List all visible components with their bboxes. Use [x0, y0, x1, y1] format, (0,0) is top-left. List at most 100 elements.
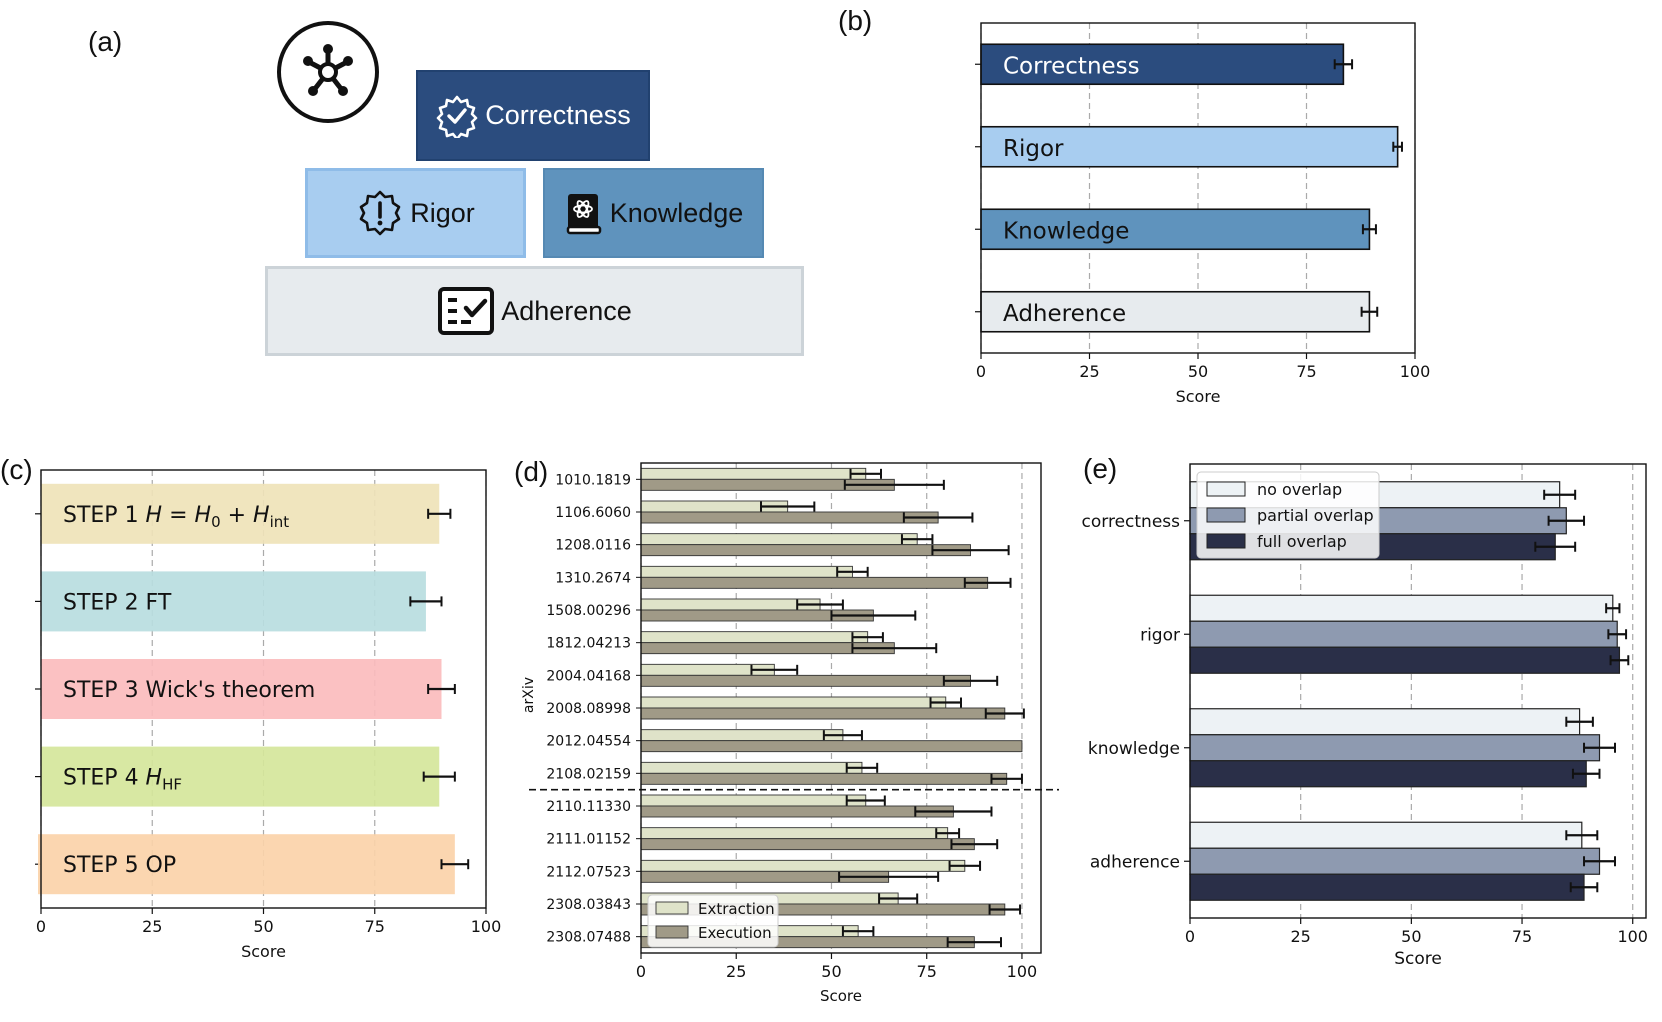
chart-d-legend-label-1: Execution: [698, 924, 772, 942]
chart-c-axes: [40, 469, 487, 909]
chart-c-xtick-label-1: 25: [142, 917, 162, 936]
chart-c-math-subHF: HF: [162, 776, 182, 794]
chart-d-errorbar-1-1: [902, 512, 974, 523]
chart-d-bar-0-5: [640, 631, 869, 644]
chart-d-bar-1-8: [640, 740, 1023, 753]
chart-d-errorbar-0-6: [750, 664, 799, 675]
chart-d-bar-1-6: [640, 674, 971, 687]
chart-e-errorbar-1-0: [1547, 515, 1586, 526]
chart-e-errorbar-2-2: [1571, 768, 1601, 779]
chart-d-ytick-label-3: 1310.2674: [555, 570, 631, 586]
chart-c-bar-label-1: STEP 2 FT: [63, 590, 172, 615]
chart-c-errorbar-2: [427, 684, 456, 694]
chart-e-xtick-label-3: 75: [1512, 927, 1532, 946]
chart-c-math-Hint: H: [253, 503, 270, 528]
chart-b-xlabel: Score: [1176, 387, 1221, 406]
chart-d-errorbar-0-8: [822, 730, 863, 741]
chart-b-errorbar-3: [1360, 306, 1379, 317]
chart-d-xtick-label-3: 75: [917, 962, 937, 981]
chart-e-bar-2-2: [1189, 760, 1587, 788]
pyramid-rigor-label: Rigor: [410, 197, 475, 228]
chart-d-legend-swatch-0: [655, 901, 689, 915]
chart-d-errorbar-1-13: [988, 904, 1022, 915]
pyramid-adherence-label: Adherence: [501, 295, 632, 326]
pyramid-knowledge-label: Knowledge: [609, 197, 744, 228]
chart-d-ytick-label-11: 2111.01152: [546, 832, 631, 848]
chart-c-math-plus: +: [221, 503, 253, 528]
chart-d-ytick-label-13: 2308.03843: [546, 897, 631, 913]
chart-c-errorbar-0: [427, 508, 452, 519]
chart-b-xtick-label-1: 25: [1079, 362, 1099, 381]
chart-d-ytick-label-4: 1508.00296: [546, 603, 631, 619]
chart-d-errorbar-0-10: [845, 795, 886, 806]
panel-label-a: (a): [88, 26, 123, 57]
pyramid-rigor-block: Rigor: [305, 168, 526, 258]
chart-d-bar-1-10: [640, 805, 954, 818]
pyramid-knowledge-block: Knowledge: [543, 168, 764, 258]
chart-e-xtick-label-1: 25: [1290, 927, 1310, 946]
chart-e-errorbar-2-1: [1609, 655, 1630, 666]
chart-b-xtick-label-4: 100: [1400, 362, 1431, 381]
chart-d-bar-0-4: [640, 598, 821, 611]
chart-d-bar-1-7: [640, 707, 1006, 720]
chart-d-errorbar-1-2: [931, 545, 1010, 556]
chart-c-xtick-label-0: 0: [36, 917, 46, 936]
chart-e-xtick-label-2: 50: [1401, 927, 1421, 946]
chart-e-errorbar-0-1: [1605, 603, 1621, 614]
chart-b-bar-label-0: Correctness: [1003, 53, 1140, 79]
chart-d-ylabel: arXiv: [521, 677, 537, 713]
chart-d-bar-0-10: [640, 794, 867, 807]
chart-e-xtick-label-0: 0: [1185, 927, 1195, 946]
chart-d-xtick-label-1: 25: [726, 962, 746, 981]
chart-d-errorbar-0-14: [841, 926, 875, 937]
chart-d-bar-0-2: [640, 533, 918, 546]
chart-d-errorbar-0-9: [845, 762, 879, 773]
chart-d-ytick-label-6: 2004.04168: [546, 668, 631, 684]
chart-e-errorbar-0-3: [1565, 830, 1599, 841]
chart-c-math-eq: =: [162, 503, 194, 528]
chart-e-errorbar-2-0: [1534, 541, 1577, 552]
chart-d-bar-1-3: [640, 576, 989, 589]
chart-d-ytick-label-12: 2112.07523: [546, 864, 631, 880]
chart-e-legend-swatch-0: [1206, 481, 1246, 497]
chart-e-errorbar-1-1: [1607, 629, 1628, 640]
chart-c-xtick-label-3: 75: [365, 917, 385, 936]
chart-d-errorbar-0-4: [796, 599, 844, 610]
chart-c-bar-label-0: STEP 1 H = H0 + Hint: [63, 503, 289, 531]
panel-label-b: (b): [838, 5, 873, 36]
chart-c-errorbar-1: [409, 596, 443, 607]
chart-d-legend-label-0: Extraction: [698, 900, 775, 918]
chart-e-axes: [1189, 463, 1647, 919]
chart-d-xlabel: Score: [820, 987, 862, 1005]
chart-d-errorbar-1-4: [830, 610, 917, 621]
chart-d-errorbar-0-3: [836, 566, 869, 577]
chart-e-legend-label-1: partial overlap: [1257, 506, 1374, 525]
chart-b-axes: [980, 22, 1416, 354]
chart-d-errorbar-1-10: [914, 806, 993, 817]
chart-e-errorbar-1-2: [1583, 742, 1617, 753]
chart-c-bar-label-2: STEP 3 Wick's theorem: [63, 678, 315, 703]
chart-d-xtick-label-2: 50: [821, 962, 841, 981]
chart-d-errorbar-0-2: [900, 534, 934, 545]
pyramid-correctness-block: Correctness: [416, 70, 650, 161]
chart-d-errorbar-0-12: [948, 860, 982, 871]
chart-d-errorbar-1-6: [942, 675, 999, 686]
chart-b-errorbar-1: [1392, 141, 1403, 152]
chart-d-bar-0-3: [640, 565, 853, 578]
chart-e-bar-0-1: [1189, 594, 1614, 622]
chart-d-errorbar-1-9: [990, 773, 1023, 784]
chart-d-axes: [640, 462, 1042, 954]
chart-b-errorbar-0: [1333, 59, 1354, 70]
chart-b-bar-label-1: Rigor: [1003, 136, 1064, 162]
chart-e-bar-0-3: [1189, 821, 1583, 849]
chart-d-errorbar-1-12: [838, 871, 940, 882]
chart-b-bar-0: [980, 43, 1345, 86]
hub-icon: [276, 20, 380, 124]
panel-label-e: (e): [1083, 453, 1118, 484]
chart-c-math-H: H: [139, 503, 163, 528]
chart-e-bar-2-1: [1189, 646, 1621, 674]
chart-e-ytick-label-1: rigor: [1140, 625, 1180, 645]
chart-c-bar-2: [41, 659, 442, 719]
chart-c-bar-0: [41, 483, 440, 544]
chart-e-bar-0-2: [1189, 708, 1581, 736]
